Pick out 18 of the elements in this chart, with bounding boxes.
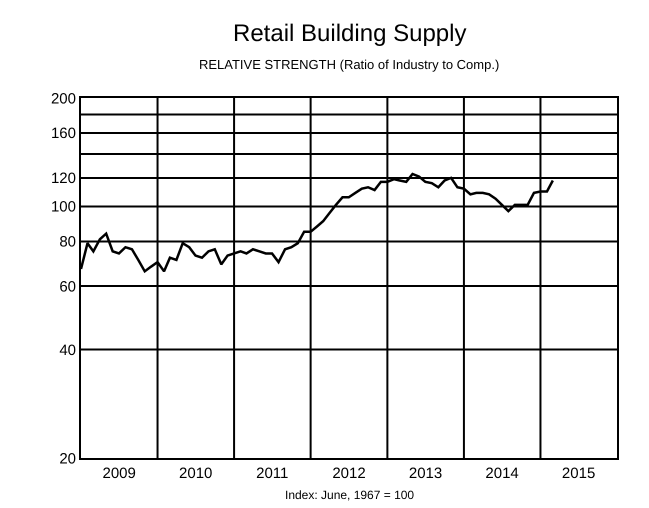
x-tick-label: 2010 xyxy=(179,465,212,482)
x-tick-label: 2011 xyxy=(256,465,288,482)
x-tick-label: 2012 xyxy=(332,465,366,482)
y-tick-label: 40 xyxy=(59,342,76,359)
y-tick-label: 100 xyxy=(50,198,76,216)
y-tick-label: 80 xyxy=(59,234,76,251)
y-tick-label: 120 xyxy=(50,170,76,188)
y-tick-label: 20 xyxy=(59,450,76,468)
y-tick-label: 160 xyxy=(50,125,76,142)
x-tick-label: 2015 xyxy=(562,465,596,482)
x-tick-label: 2013 xyxy=(408,465,442,482)
text: Index: June, 1967 = 100 xyxy=(285,488,414,502)
x-tick-label: 2009 xyxy=(102,465,136,482)
y-tick-label: 60 xyxy=(59,278,76,296)
chart-title: Retail Building Supply xyxy=(233,20,466,47)
chart-subtitle: RELATIVE STRENGTH (Ratio of Industry to Comp.) xyxy=(199,57,500,72)
y-tick-label: 200 xyxy=(50,90,76,108)
x-tick-label: 2014 xyxy=(485,465,519,482)
